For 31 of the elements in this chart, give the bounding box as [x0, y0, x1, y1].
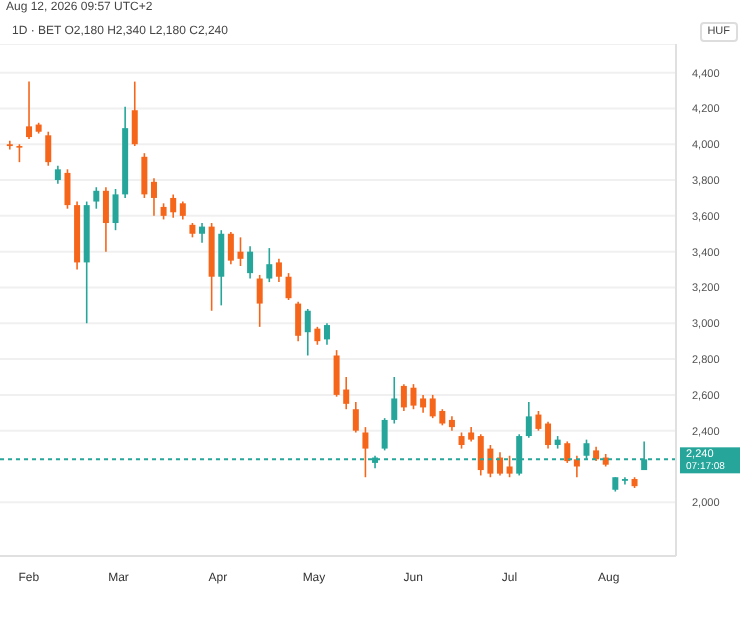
- candlestick: [381, 417, 388, 452]
- candlestick: [506, 454, 513, 479]
- candlestick: [352, 401, 359, 434]
- candlestick: [141, 152, 148, 199]
- candlestick: [564, 440, 571, 464]
- candlestick: [545, 420, 552, 450]
- candlestick: [362, 426, 369, 479]
- candlestick: [199, 222, 206, 244]
- candlestick: [93, 186, 100, 210]
- candlestick: [525, 401, 532, 439]
- candlestick: [323, 322, 330, 346]
- candlestick: [102, 186, 109, 253]
- candlestick: [150, 177, 157, 217]
- candlestick: [26, 80, 33, 140]
- candlestick: [218, 229, 225, 307]
- candlestick: [266, 247, 273, 283]
- candlestick: [256, 274, 263, 328]
- candlestick: [64, 168, 71, 210]
- candlestick: [131, 80, 138, 147]
- candlestick: [535, 410, 542, 432]
- candlestick: [285, 272, 292, 301]
- candlestick: [304, 308, 311, 357]
- candlestick: [496, 451, 503, 477]
- candlestick: [112, 188, 119, 231]
- candlestick: [391, 376, 398, 425]
- candlestick: [621, 476, 628, 486]
- candlestick: [247, 245, 254, 280]
- candlestick: [6, 139, 13, 151]
- candlestick: [295, 300, 302, 342]
- candlestick: [45, 130, 52, 167]
- candlestick: [275, 258, 282, 283]
